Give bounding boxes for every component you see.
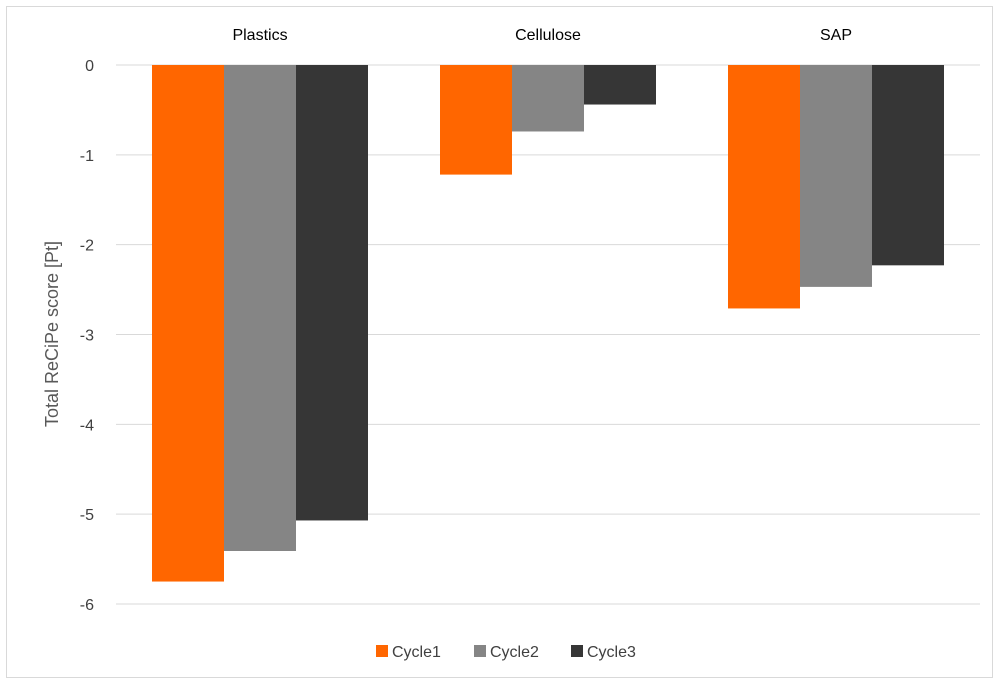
legend: Cycle1 Cycle2 Cycle3 [376, 644, 636, 661]
y-tick-label: -1 [80, 148, 94, 165]
category-label: SAP [820, 27, 852, 44]
legend-swatch-cycle3 [571, 645, 583, 657]
y-tick-label: -3 [80, 328, 94, 345]
bar-cellulose-cycle2 [512, 65, 584, 132]
category-label: Plastics [232, 27, 287, 44]
legend-label: Cycle1 [392, 644, 441, 661]
y-tick-label: -2 [80, 238, 94, 255]
bar-plastics-cycle2 [224, 65, 296, 551]
bar-plastics-cycle3 [296, 65, 368, 521]
y-axis-label: Total ReCiPe score [Pt] [42, 241, 62, 427]
bar-sap-cycle2 [800, 65, 872, 287]
bar-cellulose-cycle3 [584, 65, 656, 105]
bar-sap-cycle1 [728, 65, 800, 309]
bar-cellulose-cycle1 [440, 65, 512, 175]
category-label: Cellulose [515, 27, 581, 44]
legend-swatch-cycle1 [376, 645, 388, 657]
category-labels: Plastics Cellulose SAP [232, 27, 852, 44]
bar-plastics-cycle1 [152, 65, 224, 582]
y-tick-label: -6 [80, 597, 94, 614]
y-tick-label: -5 [80, 507, 94, 524]
bar-sap-cycle3 [872, 65, 944, 266]
y-tick-label: 0 [85, 58, 94, 75]
bars [152, 65, 944, 582]
y-tick-labels: 0 -1 -2 -3 -4 -5 -6 [80, 58, 94, 614]
legend-swatch-cycle2 [474, 645, 486, 657]
legend-label: Cycle3 [587, 644, 636, 661]
legend-label: Cycle2 [490, 644, 539, 661]
y-tick-label: -4 [80, 417, 94, 434]
